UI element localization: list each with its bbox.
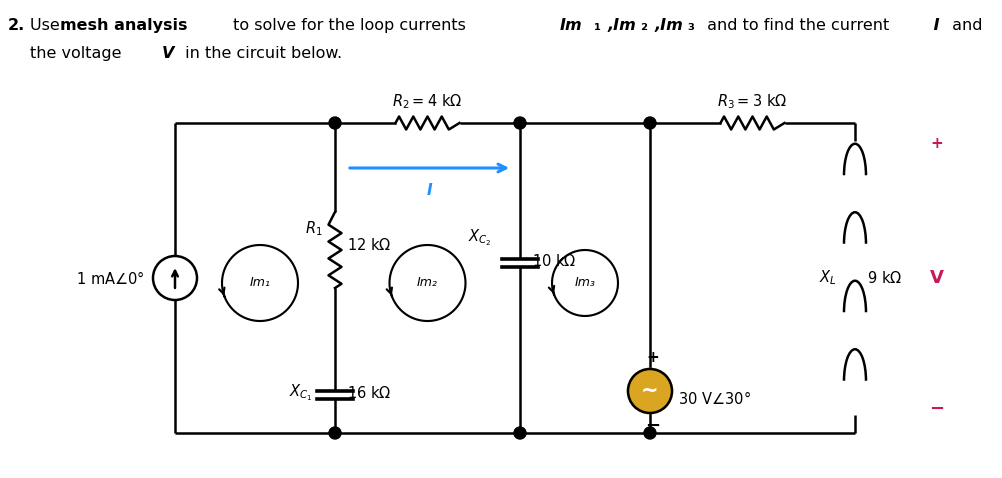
Text: to solve for the loop currents: to solve for the loop currents — [227, 18, 471, 33]
Text: Im₁: Im₁ — [249, 276, 271, 290]
Text: $R_1$: $R_1$ — [305, 219, 323, 238]
Text: Im: Im — [559, 18, 582, 33]
Text: $30\ \mathrm{V}\angle 30°$: $30\ \mathrm{V}\angle 30°$ — [677, 391, 750, 408]
Text: $12\ \mathrm{k\Omega}$: $12\ \mathrm{k\Omega}$ — [347, 237, 391, 253]
Text: $1\ \mathrm{mA}\angle 0°$: $1\ \mathrm{mA}\angle 0°$ — [76, 270, 145, 286]
Text: $9\ \mathrm{k\Omega}$: $9\ \mathrm{k\Omega}$ — [866, 270, 901, 286]
Circle shape — [643, 427, 655, 439]
Text: −: − — [645, 417, 660, 435]
Text: mesh analysis: mesh analysis — [60, 18, 187, 33]
Text: −: − — [929, 400, 944, 418]
Circle shape — [329, 427, 341, 439]
Text: $X_{C_1}$: $X_{C_1}$ — [290, 383, 313, 403]
Text: +: + — [646, 350, 658, 365]
Text: I: I — [927, 18, 939, 33]
Text: $R_2 = 4\ \mathrm{k\Omega}$: $R_2 = 4\ \mathrm{k\Omega}$ — [392, 92, 462, 111]
Text: $X_L$: $X_L$ — [819, 269, 836, 287]
Circle shape — [513, 117, 525, 129]
Circle shape — [513, 427, 525, 439]
Circle shape — [643, 117, 655, 129]
Text: ₁: ₁ — [592, 18, 599, 33]
Text: $10\ \mathrm{k\Omega}$: $10\ \mathrm{k\Omega}$ — [531, 253, 576, 269]
Text: Use: Use — [30, 18, 65, 33]
Text: +: + — [930, 136, 943, 151]
Circle shape — [329, 117, 341, 129]
Text: ,Im: ,Im — [654, 18, 683, 33]
Text: Im₂: Im₂ — [417, 276, 438, 290]
Circle shape — [627, 369, 671, 413]
Text: and: and — [946, 18, 982, 33]
Text: ~: ~ — [640, 381, 658, 401]
Text: 2.: 2. — [8, 18, 25, 33]
Text: ,Im: ,Im — [607, 18, 636, 33]
Text: ₂: ₂ — [639, 18, 646, 33]
Text: the voltage: the voltage — [30, 46, 126, 61]
Text: V: V — [162, 46, 174, 61]
Text: I: I — [426, 183, 432, 198]
Text: Im₃: Im₃ — [574, 276, 595, 290]
Text: $16\ \mathrm{k\Omega}$: $16\ \mathrm{k\Omega}$ — [347, 385, 391, 401]
Text: $X_{C_2}$: $X_{C_2}$ — [468, 228, 492, 248]
Text: ₃: ₃ — [686, 18, 693, 33]
Text: in the circuit below.: in the circuit below. — [179, 46, 342, 61]
Text: and to find the current: and to find the current — [701, 18, 894, 33]
Text: $R_3 = 3\ \mathrm{k\Omega}$: $R_3 = 3\ \mathrm{k\Omega}$ — [716, 92, 787, 111]
Text: V: V — [929, 269, 943, 287]
